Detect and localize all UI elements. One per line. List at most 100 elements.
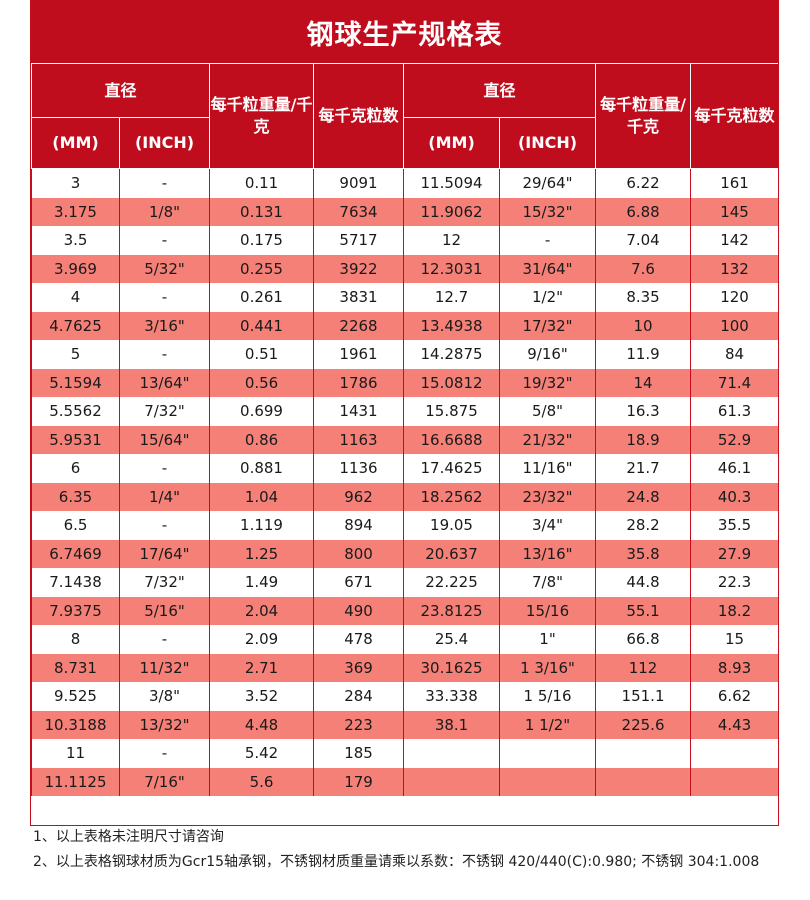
left-inch-cell: 1/8"	[118, 197, 211, 226]
table-row: 3.969 5/32" 0.255 3922 12.3031 31/64" 7.6 132	[31, 254, 778, 283]
left-weight-cell: 0.441	[209, 311, 315, 340]
left-count-cell: 3831	[313, 283, 405, 312]
left-weight-cell: 0.56	[209, 368, 315, 397]
left-inch-cell: 3/8"	[118, 682, 211, 711]
empty-cell	[690, 739, 778, 768]
right-inch-cell: 29/64"	[499, 168, 597, 198]
right-count-cell: 161	[690, 168, 778, 198]
count-header-right: 每千克粒数	[690, 63, 778, 169]
left-count-cell: 179	[313, 767, 405, 796]
right-weight-cell: 10	[595, 311, 692, 340]
left-count-cell: 284	[313, 682, 405, 711]
footnotes: 1、以上表格未注明尺寸请咨询 2、以上表格钢球材质为Gcr15轴承钢，不锈钢材质…	[33, 828, 778, 878]
left-weight-cell: 5.42	[209, 739, 315, 768]
count-header-left: 每千克粒数	[313, 63, 405, 169]
left-mm-cell: 6	[31, 454, 120, 483]
left-mm-cell: 9.525	[31, 682, 120, 711]
left-mm-cell: 3.175	[31, 197, 120, 226]
empty-cell	[403, 739, 501, 768]
left-mm-cell: 3	[31, 168, 120, 198]
left-inch-cell: -	[118, 625, 211, 654]
right-mm-cell: 20.637	[403, 539, 501, 568]
table-row: 5.9531 15/64" 0.86 1163 16.6688 21/32" 18.9 52.…	[31, 425, 778, 454]
left-count-cell: 478	[313, 625, 405, 654]
left-inch-cell: 17/64"	[118, 539, 211, 568]
right-mm-cell: 15.0812	[403, 368, 501, 397]
left-count-cell: 185	[313, 739, 405, 768]
right-count-cell: 15	[690, 625, 778, 654]
right-inch-cell: 31/64"	[499, 254, 597, 283]
right-weight-cell: 112	[595, 653, 692, 682]
right-inch-cell: 1 5/16	[499, 682, 597, 711]
left-weight-cell: 2.09	[209, 625, 315, 654]
right-mm-cell: 23.8125	[403, 596, 501, 625]
left-count-cell: 1786	[313, 368, 405, 397]
table-row: 4-0.261 3831 12.7 1/2" 8.35 120	[31, 283, 778, 312]
left-inch-cell: -	[118, 511, 211, 540]
left-mm-cell: 3.5	[31, 226, 120, 255]
mm-header-right: (MM)	[403, 117, 501, 169]
empty-cell	[690, 767, 778, 796]
left-inch-cell: -	[118, 283, 211, 312]
right-count-cell: 35.5	[690, 511, 778, 540]
table-row: 6.5-1.119 894 19.05 3/4" 28.2 35.5	[31, 511, 778, 540]
right-inch-cell: 5/8"	[499, 397, 597, 426]
page-title: 钢球生产规格表	[31, 1, 778, 63]
right-count-cell: 18.2	[690, 596, 778, 625]
left-weight-cell: 0.699	[209, 397, 315, 426]
table-row: 5.5562 7/32" 0.699 1431 15.875 5/8" 16.3 61.3	[31, 397, 778, 426]
right-count-cell: 71.4	[690, 368, 778, 397]
table-row: 7.9375 5/16" 2.04 490 23.8125 15/16 55.1 18.2	[31, 596, 778, 625]
right-mm-cell: 12.7	[403, 283, 501, 312]
left-count-cell: 1136	[313, 454, 405, 483]
table-row: 7.1438 7/32" 1.49 671 22.225 7/8" 44.8 22.3	[31, 568, 778, 597]
spec-table-body: 3-0.11 9091 11.5094 29/64" 6.22 161 3.175 1/8" 0…	[31, 168, 778, 796]
left-weight-cell: 1.119	[209, 511, 315, 540]
right-mm-cell: 16.6688	[403, 425, 501, 454]
left-count-cell: 1961	[313, 340, 405, 369]
right-weight-cell: 44.8	[595, 568, 692, 597]
right-weight-cell: 225.6	[595, 710, 692, 739]
left-count-cell: 800	[313, 539, 405, 568]
right-mm-cell: 22.225	[403, 568, 501, 597]
right-inch-cell: 21/32"	[499, 425, 597, 454]
table-row: 11.1125 7/16" 5.6 179	[31, 767, 778, 796]
table-row: 8.731 11/32" 2.71 369 30.1625 1 3/16" 112 8.93	[31, 653, 778, 682]
right-count-cell: 142	[690, 226, 778, 255]
right-count-cell: 61.3	[690, 397, 778, 426]
left-inch-cell: -	[118, 454, 211, 483]
right-inch-cell: 7/8"	[499, 568, 597, 597]
left-weight-cell: 0.51	[209, 340, 315, 369]
diameter-header-right: 直径	[403, 63, 597, 118]
spec-table: 直径 每千粒重量/千克 每千克粒数 直径 每千粒重量/千克 每千克粒数 (MM)…	[31, 63, 778, 796]
left-weight-cell: 5.6	[209, 767, 315, 796]
right-inch-cell: 17/32"	[499, 311, 597, 340]
right-mm-cell: 13.4938	[403, 311, 501, 340]
left-mm-cell: 6.5	[31, 511, 120, 540]
table-row: 4.7625 3/16" 0.441 2268 13.4938 17/32" 10 100	[31, 311, 778, 340]
right-mm-cell: 18.2562	[403, 482, 501, 511]
right-count-cell: 100	[690, 311, 778, 340]
left-count-cell: 5717	[313, 226, 405, 255]
empty-cell	[499, 739, 597, 768]
left-inch-cell: -	[118, 226, 211, 255]
inch-header-right: (INCH)	[499, 117, 597, 169]
footnote-2: 2、以上表格钢球材质为Gcr15轴承钢，不锈钢材质重量请乘以系数：不锈钢 420…	[33, 854, 760, 870]
right-weight-cell: 18.9	[595, 425, 692, 454]
right-mm-cell: 11.5094	[403, 168, 501, 198]
right-weight-cell: 55.1	[595, 596, 692, 625]
mm-header-left: (MM)	[31, 117, 120, 169]
left-mm-cell: 7.1438	[31, 568, 120, 597]
left-inch-cell: 13/64"	[118, 368, 211, 397]
right-inch-cell: 9/16"	[499, 340, 597, 369]
left-inch-cell: 15/64"	[118, 425, 211, 454]
left-weight-cell: 0.881	[209, 454, 315, 483]
right-inch-cell: 19/32"	[499, 368, 597, 397]
left-mm-cell: 6.35	[31, 482, 120, 511]
left-count-cell: 369	[313, 653, 405, 682]
left-inch-cell: -	[118, 340, 211, 369]
right-mm-cell: 17.4625	[403, 454, 501, 483]
left-mm-cell: 5	[31, 340, 120, 369]
right-inch-cell: 3/4"	[499, 511, 597, 540]
left-count-cell: 894	[313, 511, 405, 540]
